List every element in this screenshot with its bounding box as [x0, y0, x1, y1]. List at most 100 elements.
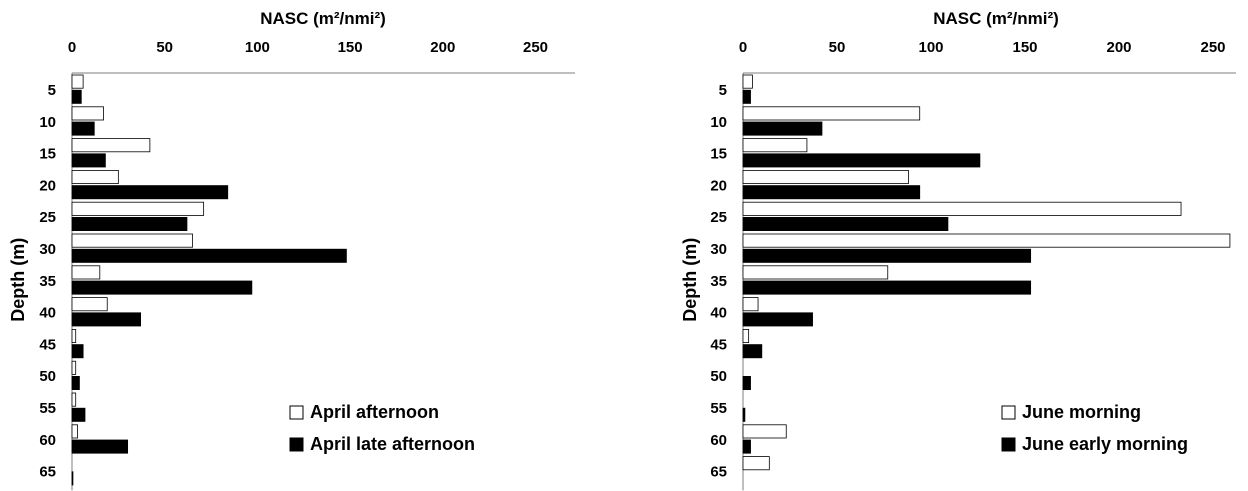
y-tick-label: 5 [719, 82, 727, 99]
june-nasc-chart: NASC (m²/nmi²) 0 50 100 150 200 250 Depth (m) 5 1… [680, 9, 1236, 491]
april-nasc-chart: NASC (m²/nmi²) 0 50 100 150 200 250 Depth (m) 5 1… [8, 9, 575, 491]
bar-filled-depth-60 [742, 439, 751, 454]
bar-open-depth-45 [71, 328, 77, 343]
legend-swatch-open [289, 405, 304, 420]
y-tick-label: 40 [710, 305, 727, 322]
bar-open-depth-55 [71, 392, 77, 407]
x-tick-label: 150 [1012, 39, 1037, 56]
bar-filled-depth-50 [742, 375, 751, 390]
bar-filled-depth-45 [742, 344, 763, 359]
bar-open-depth-10 [71, 106, 104, 121]
chart-right-june: NASC (m²/nmi²) 0 50 100 150 200 250 Depth (m) 5 1… [624, 0, 1248, 491]
bar-open-depth-60 [71, 424, 78, 439]
bar-open-depth-30 [71, 233, 193, 248]
bar-open-depth-5 [742, 74, 753, 89]
bar-filled-depth-65 [71, 471, 74, 486]
y-tick-label: 20 [710, 177, 727, 194]
y-tick-label: 25 [710, 209, 727, 226]
y-tick-label: 10 [39, 114, 56, 131]
bar-filled-depth-20 [71, 185, 229, 200]
bar-open-depth-5 [71, 74, 84, 89]
y-tick-label: 20 [39, 177, 56, 194]
bar-filled-depth-60 [71, 439, 129, 454]
bar-filled-depth-15 [71, 153, 106, 168]
x-tick-label: 200 [1106, 39, 1131, 56]
bar-open-depth-35 [71, 265, 101, 280]
x-tick-label: 200 [430, 39, 455, 56]
bar-filled-depth-5 [742, 89, 751, 104]
x-tick-label: 150 [338, 39, 363, 56]
bar-open-depth-25 [742, 201, 1182, 216]
bar-filled-depth-25 [742, 216, 949, 231]
y-tick-label: 35 [39, 273, 56, 290]
y-tick-label: 50 [710, 368, 727, 385]
y-tick-label: 30 [39, 241, 56, 258]
bar-filled-depth-40 [71, 312, 141, 327]
y-tick-label: 45 [710, 336, 727, 353]
bar-open-depth-20 [742, 169, 909, 184]
bar-filled-depth-35 [71, 280, 253, 295]
bar-filled-depth-30 [742, 248, 1032, 263]
bar-filled-depth-10 [71, 121, 95, 136]
x-axis-title: NASC (m²/nmi²) [933, 9, 1059, 28]
bar-filled-depth-20 [742, 185, 921, 200]
y-tick-label: 60 [710, 432, 727, 449]
y-tick-label: 65 [39, 464, 56, 481]
bar-filled-depth-55 [71, 407, 86, 422]
y-tick-label: 45 [39, 336, 56, 353]
bar-filled-depth-40 [742, 312, 813, 327]
bar-filled-depth-5 [71, 89, 82, 104]
y-tick-label: 60 [39, 432, 56, 449]
x-tick-label: 50 [156, 39, 173, 56]
bar-open-depth-40 [71, 297, 108, 312]
bar-filled-depth-35 [742, 280, 1032, 295]
x-tick-label: 0 [68, 39, 76, 56]
y-tick-label: 40 [39, 305, 56, 322]
chart-left-april: NASC (m²/nmi²) 0 50 100 150 200 250 Depth (m) 5 1… [8, 9, 575, 491]
y-tick-label: 50 [39, 368, 56, 385]
y-tick-label: 15 [710, 146, 727, 163]
x-tick-label: 250 [1200, 39, 1225, 56]
legend-label: June early morning [1022, 434, 1188, 454]
y-tick-label: 10 [710, 114, 727, 131]
y-tick-label: 55 [39, 400, 56, 417]
x-tick-label: 100 [245, 39, 270, 56]
bar-filled-depth-10 [742, 121, 823, 136]
bar-open-depth-15 [742, 138, 808, 153]
bar-filled-depth-50 [71, 375, 80, 390]
bar-filled-depth-45 [71, 344, 84, 359]
y-tick-label: 55 [710, 400, 727, 417]
y-tick-label: 35 [710, 273, 727, 290]
legend-label: April late afternoon [310, 434, 475, 454]
bar-filled-depth-55 [742, 407, 746, 422]
bar-filled-depth-30 [71, 248, 347, 263]
legend-swatch-filled [1001, 437, 1016, 452]
y-tick-label: 30 [710, 241, 727, 258]
y-axis-title: Depth (m) [680, 238, 700, 322]
bar-filled-depth-15 [742, 153, 981, 168]
bar-open-depth-60 [742, 424, 787, 439]
x-tick-label: 0 [739, 39, 747, 56]
x-tick-label: 250 [523, 39, 548, 56]
y-tick-label: 15 [39, 146, 56, 163]
x-tick-label: 50 [829, 39, 846, 56]
bar-open-depth-40 [742, 297, 759, 312]
y-tick-label: 25 [39, 209, 56, 226]
y-tick-label: 5 [48, 82, 56, 99]
bar-open-depth-30 [742, 233, 1231, 248]
legend-swatch-open [1001, 405, 1016, 420]
x-tick-label: 100 [918, 39, 943, 56]
legend-label: April afternoon [310, 402, 439, 422]
bar-open-depth-35 [742, 265, 889, 280]
bar-open-depth-20 [71, 169, 119, 184]
y-axis-title: Depth (m) [8, 238, 28, 322]
bar-open-depth-25 [71, 201, 205, 216]
bar-filled-depth-25 [71, 216, 188, 231]
y-tick-label: 65 [710, 464, 727, 481]
bar-open-depth-65 [742, 456, 770, 471]
bar-open-depth-45 [742, 328, 750, 343]
legend-label: June morning [1022, 402, 1141, 422]
legend-swatch-filled [289, 437, 304, 452]
bar-open-depth-10 [742, 106, 921, 121]
x-axis-title: NASC (m²/nmi²) [260, 9, 386, 28]
